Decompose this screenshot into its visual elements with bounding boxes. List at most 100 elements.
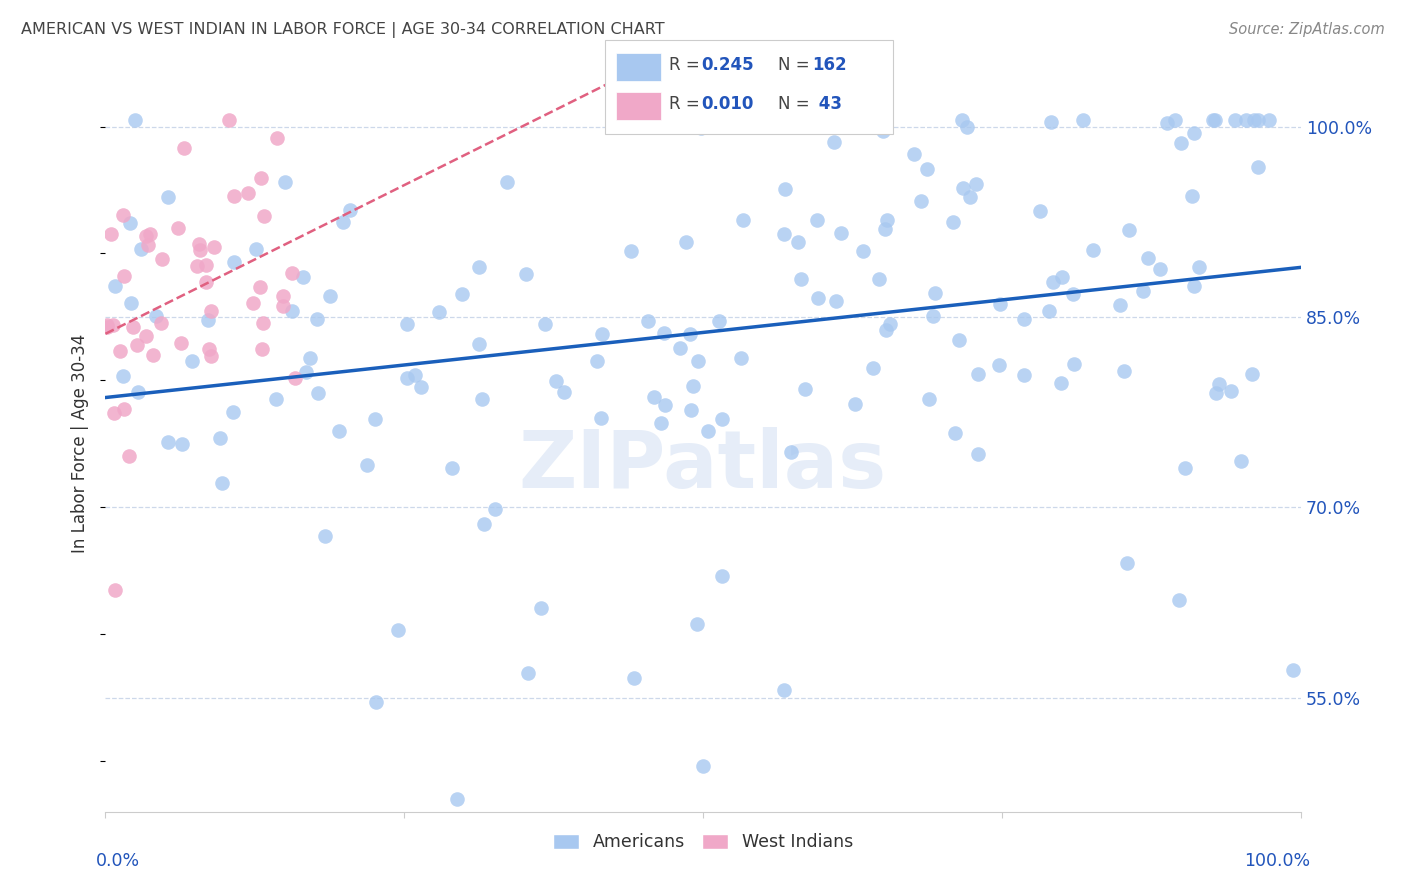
Point [1219,384,1241,398]
Point [129,242,152,256]
Point [266,392,288,406]
Point [1073,113,1095,128]
Point [198,343,221,357]
Point [879,317,901,331]
Point [966,446,988,460]
Point [411,380,433,394]
Point [793,382,815,396]
Point [806,212,828,227]
Point [1181,189,1204,203]
Point [118,216,141,230]
Point [211,476,233,491]
Point [696,424,718,438]
Point [127,337,149,351]
Text: 43: 43 [813,95,842,113]
Text: R =: R = [669,56,706,74]
Point [679,327,702,342]
Point [221,404,243,418]
Point [170,335,193,350]
Point [824,293,846,308]
Point [1164,113,1187,128]
Point [948,333,970,347]
Point [530,600,553,615]
Point [202,240,225,254]
Point [553,385,575,400]
Point [1156,116,1178,130]
Point [1081,244,1104,258]
Text: N =: N = [778,95,808,113]
Point [772,683,794,698]
Point [150,252,173,266]
Point [679,402,702,417]
Point [250,342,273,356]
Text: ZIPatlas: ZIPatlas [519,427,887,505]
Point [451,286,474,301]
Point [188,243,211,257]
Point [194,259,217,273]
Point [922,309,945,323]
Point [242,295,264,310]
Point [1241,367,1264,381]
Point [1257,113,1279,128]
Point [918,392,941,406]
Point [124,113,146,128]
Point [156,435,179,450]
Point [1205,386,1227,401]
Point [872,124,894,138]
Point [1174,461,1197,475]
Point [959,190,981,204]
Point [868,272,890,286]
Point [249,280,271,294]
Point [366,694,388,708]
Point [668,341,690,355]
Point [328,424,350,438]
Point [96,318,118,332]
Point [591,326,613,341]
Point [686,354,709,368]
Point [873,221,896,235]
Point [118,450,141,464]
Point [1012,368,1035,382]
Point [620,244,643,258]
Point [966,368,988,382]
Point [274,175,297,189]
Point [1282,663,1305,677]
Point [515,267,537,281]
Point [924,285,946,300]
Point [112,208,135,222]
Point [1050,376,1073,390]
Point [1188,260,1211,275]
Point [396,317,419,331]
Point [332,214,354,228]
Point [468,260,491,275]
Point [910,194,932,208]
Point [104,582,127,597]
Point [950,113,973,128]
Point [952,181,974,195]
Point [284,370,307,384]
Point [166,221,188,235]
Point [875,323,897,337]
Point [180,354,202,368]
Point [271,289,294,303]
Point [1042,275,1064,289]
Point [1236,113,1258,128]
Point [307,386,329,401]
Text: 0.245: 0.245 [702,56,754,74]
Point [404,368,426,382]
Point [484,501,506,516]
Point [142,348,165,362]
Point [730,351,752,365]
Point [807,291,830,305]
Point [1229,454,1251,468]
Point [1182,126,1205,140]
Point [298,351,321,365]
Point [1039,115,1062,129]
Point [112,368,135,383]
Text: R =: R = [669,95,706,113]
Point [637,314,659,328]
Point [173,141,195,155]
Point [1132,285,1154,299]
Text: AMERICAN VS WEST INDIAN IN LABOR FORCE | AGE 30-34 CORRELATION CHART: AMERICAN VS WEST INDIAN IN LABOR FORCE |… [21,22,665,38]
Point [100,227,122,241]
